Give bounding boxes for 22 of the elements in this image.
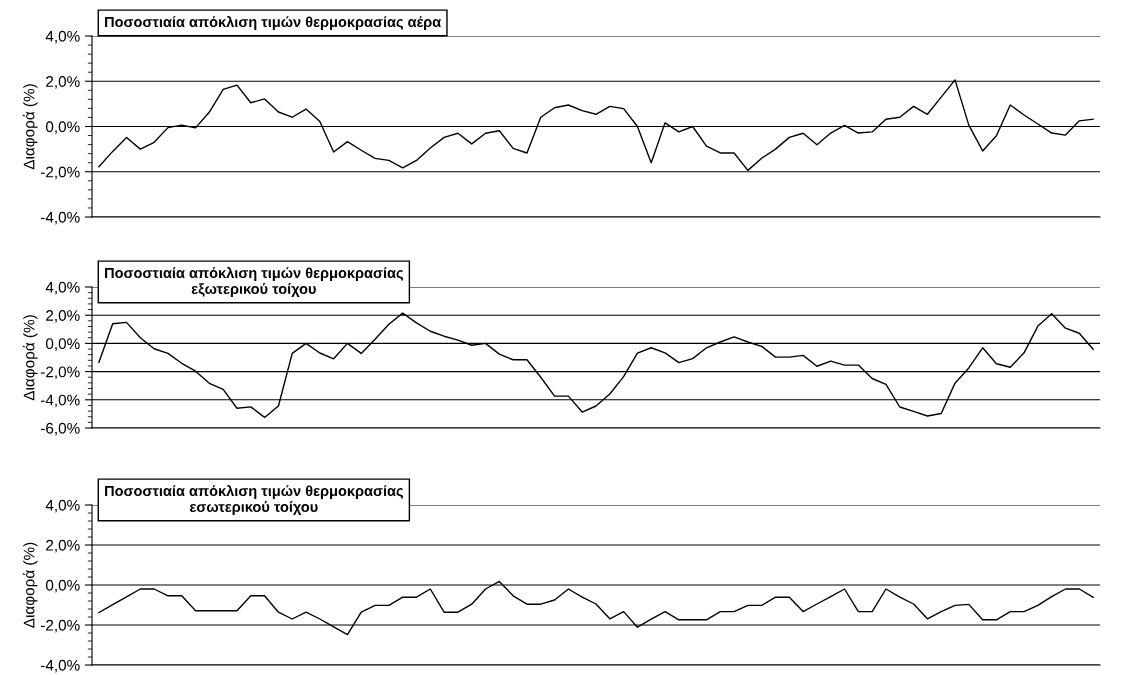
y-tick-label: 2,0% xyxy=(46,310,80,323)
y-tick-label: -4,0% xyxy=(40,394,80,408)
y-tick-label: 0,0% xyxy=(45,338,80,351)
y-tick-label: 0,0% xyxy=(45,579,80,593)
y-tick-label: -4,0% xyxy=(40,211,80,225)
y-tick-label: 2,0% xyxy=(46,76,80,89)
chart-title: Ποσοστιαία απόκλιση τιμών θερμοκρασίας εξωτερικού τοίχου xyxy=(105,267,403,297)
y-tick-label: -2,0% xyxy=(40,166,80,180)
chart-title: Ποσοστιαία απόκλιση τιμών θερμοκρασίας εσωτερικού τοίχου xyxy=(105,485,403,515)
y-axis-title: Διαφορά (%) xyxy=(22,84,38,170)
y-tick-label: 4,0% xyxy=(45,30,80,44)
y-tick-label: 2,0% xyxy=(46,539,80,553)
y-tick-label: -4,0% xyxy=(40,659,80,673)
y-tick-label: 4,0% xyxy=(45,499,80,513)
y-tick-label: 0,0% xyxy=(45,121,80,134)
y-tick-label: 4,0% xyxy=(45,281,80,295)
y-tick-label: -6,0% xyxy=(40,422,80,436)
y-axis-title: Διαφορά (%) xyxy=(22,315,38,401)
chart-title: Ποσοστιαία απόκλιση τιμών θερμοκρασίας αέρα xyxy=(105,16,442,30)
y-tick-label: -2,0% xyxy=(40,366,80,380)
y-axis-title: Διαφορά (%) xyxy=(22,542,38,628)
y-tick-label: -2,0% xyxy=(40,619,80,633)
